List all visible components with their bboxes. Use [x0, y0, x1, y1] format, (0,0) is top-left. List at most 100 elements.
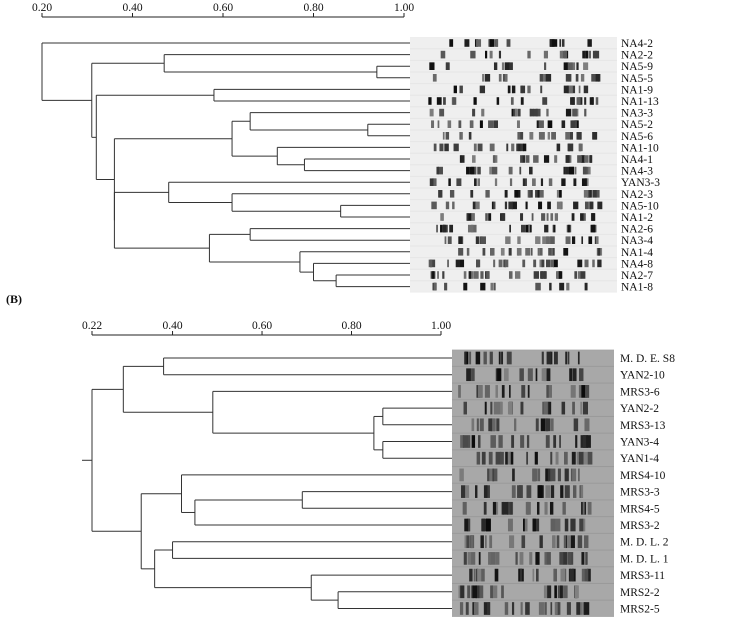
gel-band — [532, 568, 535, 582]
gel-band — [476, 418, 479, 432]
gel-band — [553, 259, 558, 268]
gel-band — [466, 213, 469, 221]
gel-band — [447, 259, 449, 268]
gel-band — [429, 259, 433, 268]
gel-band — [538, 201, 543, 210]
strain-label: NA1-10 — [621, 142, 659, 154]
gel-band — [429, 62, 435, 70]
gel-band — [567, 224, 570, 233]
gel-band — [560, 568, 566, 582]
gel-band — [550, 259, 554, 268]
gel-band — [569, 568, 574, 582]
gel-band — [517, 236, 521, 244]
gel-band — [472, 108, 476, 117]
gel-band — [563, 585, 568, 599]
gel-band — [514, 271, 521, 279]
gel-band — [472, 155, 476, 163]
gel-band — [522, 178, 526, 186]
gel-band — [555, 518, 561, 532]
gel-lane — [452, 550, 614, 567]
gel-band — [471, 435, 476, 448]
gel-band — [559, 190, 562, 198]
scale-tick-label: 0.40 — [122, 2, 142, 14]
gel-band — [588, 236, 593, 244]
strain-label: YAN3-4 — [620, 437, 659, 449]
gel-band — [553, 351, 558, 365]
gel-band — [490, 552, 496, 565]
gel-band — [473, 602, 479, 615]
gel-band — [501, 62, 505, 70]
gel-band — [548, 178, 553, 186]
scale-tick-label: 0.40 — [162, 320, 182, 332]
gel-band — [517, 132, 521, 140]
gel-band — [527, 368, 533, 382]
dendrogram-b: 0.22 0.40 0.60 0.80 1.00 M. D. E. S8 YAN2-10 MR… — [82, 320, 675, 617]
gel-band — [432, 74, 437, 82]
gel-lane-background — [452, 400, 614, 416]
gel-band — [553, 224, 556, 233]
gel-band — [453, 143, 459, 152]
gel-band — [470, 120, 473, 128]
gel-band — [461, 155, 465, 163]
gel-lane — [410, 60, 617, 72]
gel-band — [546, 259, 551, 268]
gel-band — [504, 190, 508, 198]
gel-band — [536, 501, 540, 515]
gel-band — [475, 351, 481, 365]
gel-band — [584, 259, 589, 268]
gel-band — [567, 351, 570, 365]
gel-lane-background — [410, 211, 617, 223]
gel-band — [546, 552, 551, 565]
gel-band — [501, 385, 505, 398]
gel-band — [584, 535, 589, 549]
gel-band — [464, 39, 470, 47]
strain-label: NA1-9 — [621, 84, 653, 96]
gel-lane-background — [452, 550, 614, 567]
gel-band — [437, 120, 440, 128]
gel-band — [538, 132, 544, 140]
gel-band — [550, 451, 553, 465]
gel-band — [584, 97, 587, 105]
gel-lane — [452, 600, 614, 617]
panel-a-dendrogram: 0.20 0.40 0.60 0.80 1.00 NA4-2 NA2-2 NA5-9 NA5-5… — [0, 0, 748, 300]
gel-band — [506, 39, 511, 47]
gel-band — [526, 435, 530, 448]
gel-band — [550, 39, 552, 47]
gel-band — [473, 97, 477, 105]
gel-band — [458, 236, 463, 244]
gel-band — [511, 143, 515, 152]
gel-band — [553, 435, 557, 448]
gel-band — [484, 74, 491, 82]
gel-band — [498, 435, 503, 448]
gel-band — [532, 518, 536, 532]
gel-band — [525, 201, 528, 210]
gel-band — [556, 201, 562, 210]
gel-band — [518, 143, 521, 152]
gel-band — [535, 518, 540, 532]
gel-band — [520, 602, 523, 615]
gel-band — [577, 351, 580, 365]
gel-band — [572, 401, 575, 415]
strain-label: MRS2-5 — [620, 604, 660, 616]
gel-band — [582, 435, 586, 448]
gel-lane — [410, 72, 617, 84]
gel-band — [582, 451, 589, 465]
gel-band — [545, 468, 550, 482]
strain-label: NA4-8 — [621, 258, 653, 270]
gel-band — [468, 435, 471, 448]
gel-band — [470, 213, 475, 221]
gel-lane — [410, 49, 617, 60]
gel-band — [547, 236, 552, 244]
gel-band — [580, 155, 585, 163]
gel-band — [567, 535, 571, 549]
gel-band — [543, 585, 548, 599]
gel-band — [504, 62, 510, 70]
gel-band — [563, 62, 569, 70]
gel-band — [541, 351, 544, 365]
gel-band — [548, 401, 552, 415]
gel-band — [440, 224, 443, 233]
gel-band — [492, 468, 495, 482]
strain-label: YAN2-10 — [620, 370, 665, 382]
gel-band — [554, 213, 559, 221]
strain-label: YAN3-3 — [621, 177, 660, 189]
